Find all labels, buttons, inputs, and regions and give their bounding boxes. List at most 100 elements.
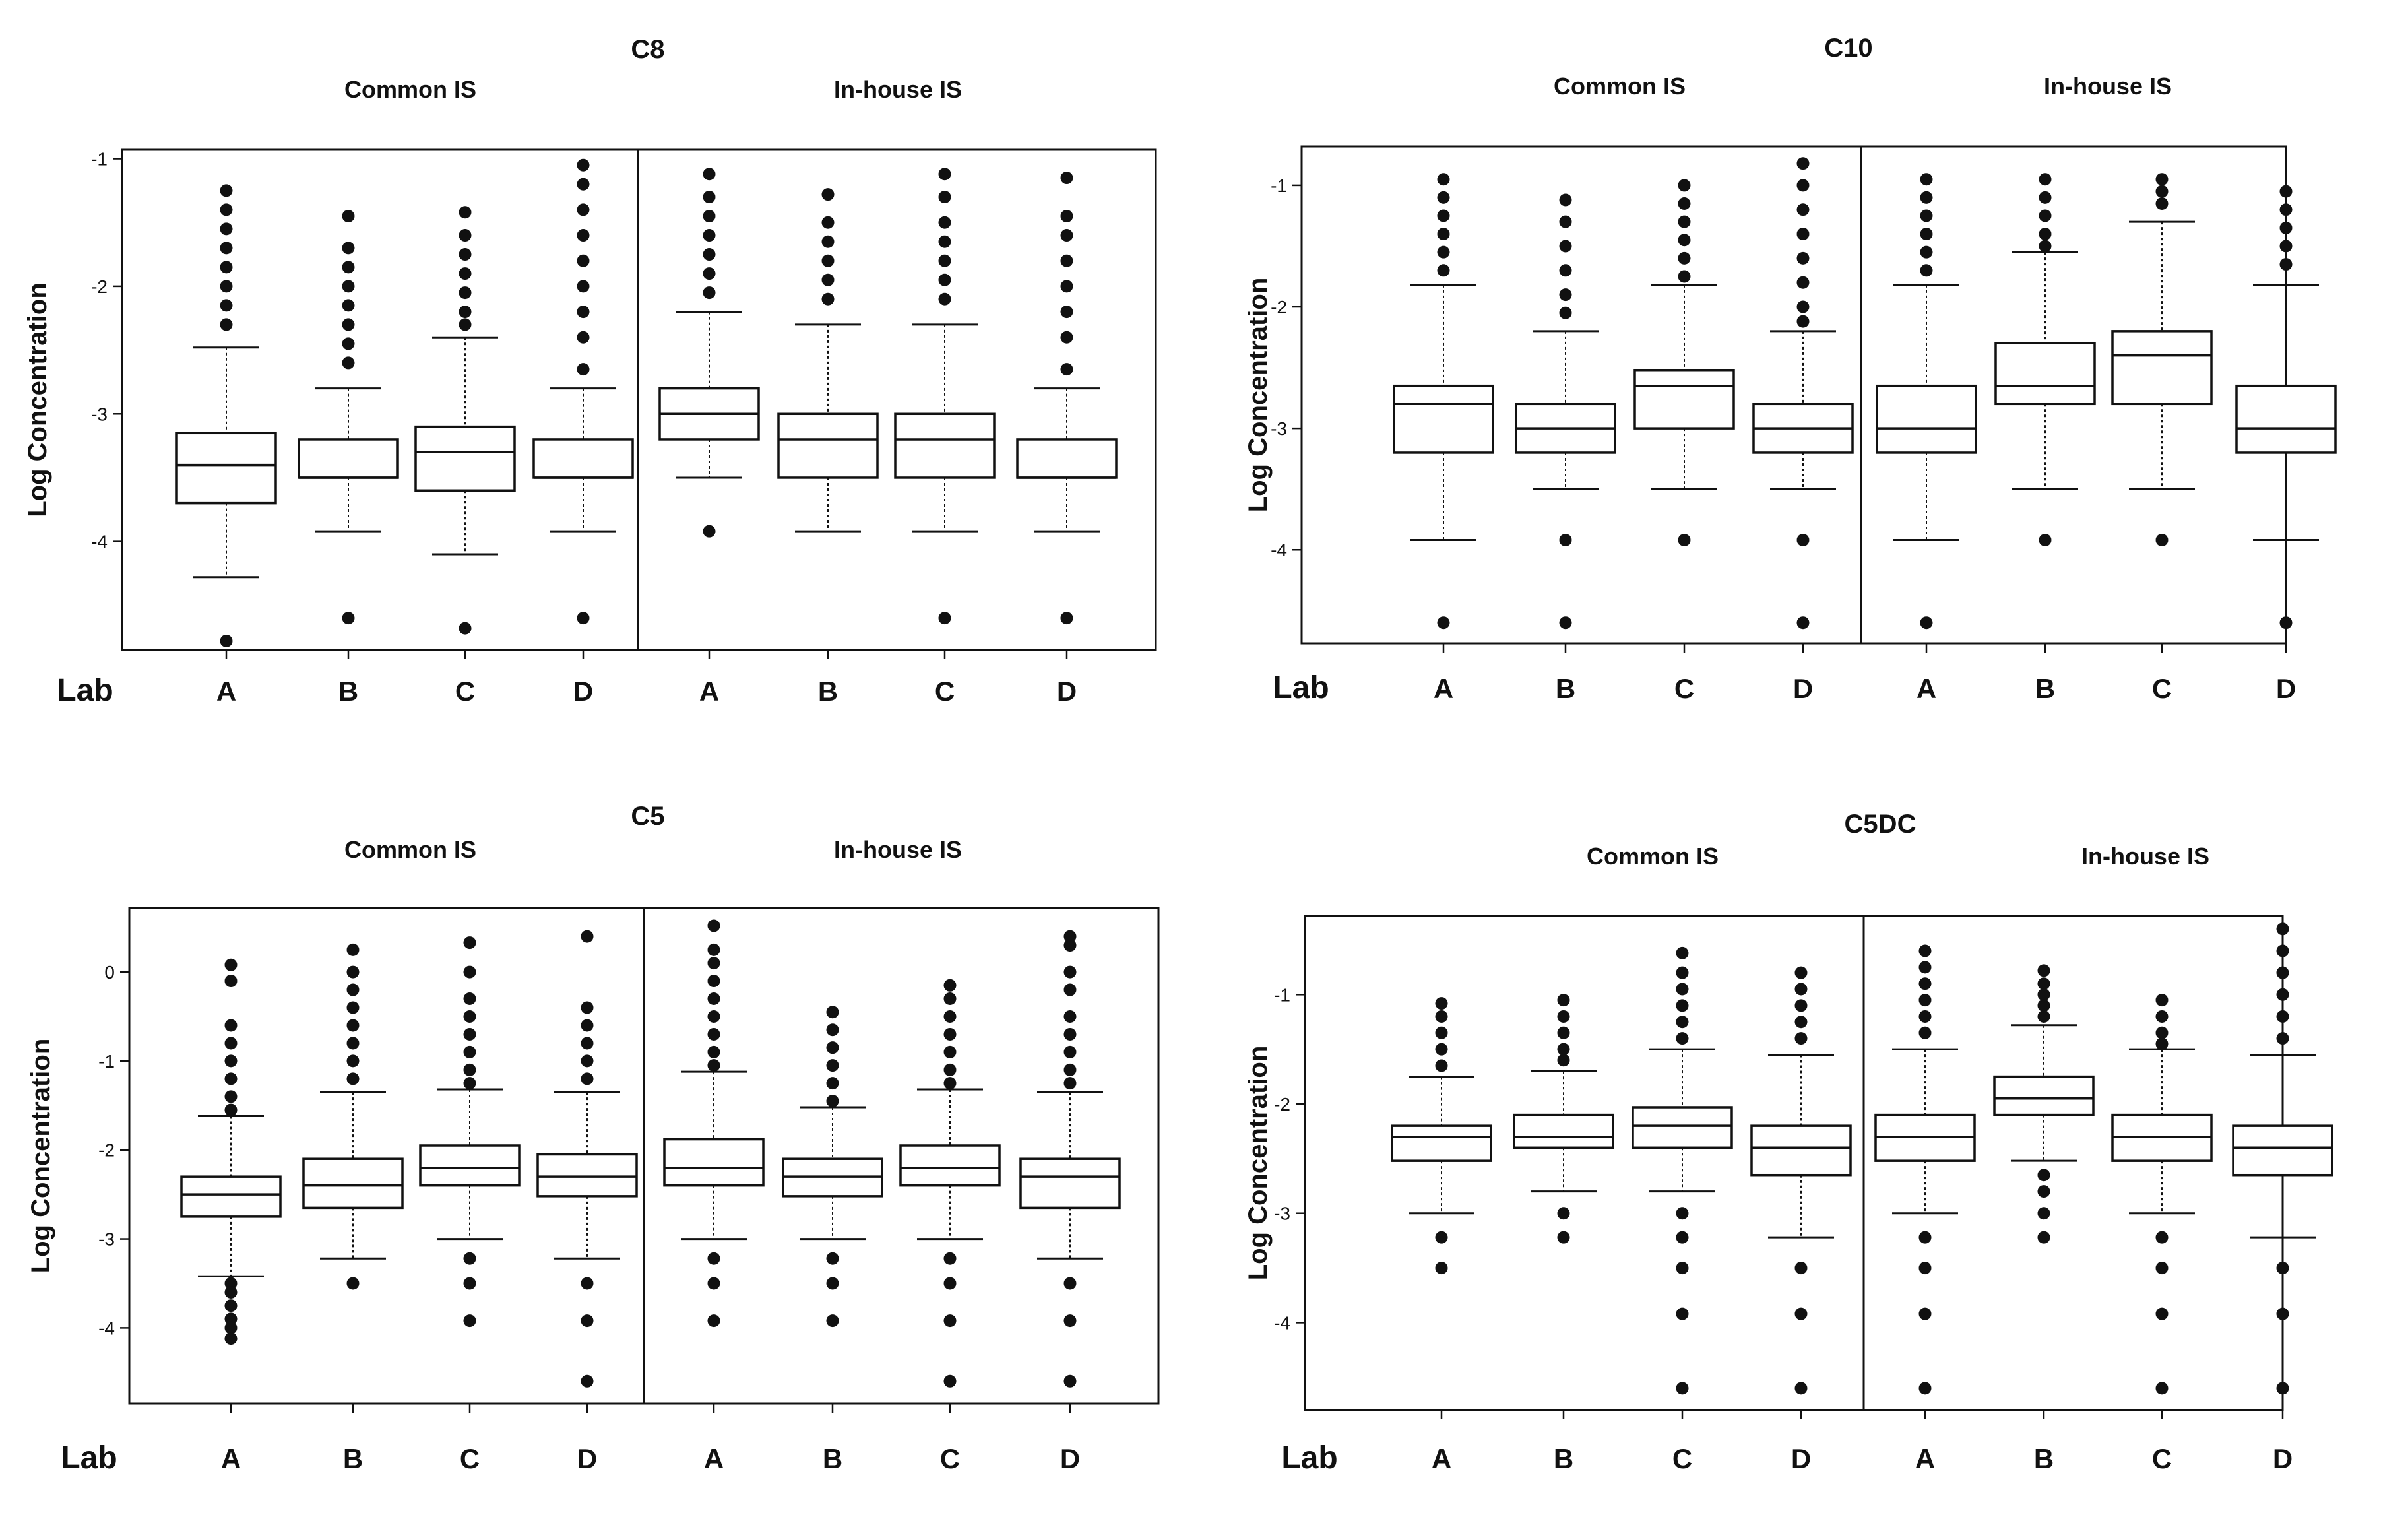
outlier-point bbox=[224, 1277, 238, 1290]
outlier-point bbox=[707, 1314, 720, 1328]
outlier-point bbox=[707, 1045, 720, 1058]
outlier-point bbox=[1437, 264, 1450, 277]
box-iqr bbox=[419, 1144, 521, 1187]
outlier-point bbox=[2279, 240, 2293, 253]
outlier-point bbox=[224, 1103, 238, 1116]
outlier-point bbox=[2155, 1307, 2169, 1320]
outlier-point bbox=[2039, 191, 2052, 204]
outlier-point bbox=[1435, 1010, 1448, 1023]
box-iqr bbox=[298, 438, 399, 479]
outlier-point bbox=[1557, 1026, 1570, 1039]
outlier-point bbox=[224, 1090, 238, 1103]
y-axis-label: Log Concentration bbox=[1244, 1046, 1273, 1281]
y-tick-label: -4 bbox=[98, 1318, 115, 1338]
panel-title: C5 bbox=[631, 802, 664, 831]
outlier-point bbox=[581, 1019, 594, 1032]
outlier-point bbox=[220, 184, 233, 197]
box-iqr bbox=[1513, 1113, 1614, 1149]
outlier-point bbox=[943, 1374, 957, 1388]
outlier-point bbox=[1557, 1043, 1570, 1056]
outlier-point bbox=[1796, 203, 1810, 216]
outlier-point bbox=[581, 1314, 594, 1328]
outlier-point bbox=[943, 979, 957, 992]
outlier-point bbox=[224, 1332, 238, 1345]
outlier-point bbox=[1918, 1231, 1932, 1244]
outlier-point bbox=[1796, 276, 1810, 289]
y-tick-label: -1 bbox=[98, 1051, 115, 1072]
box-iqr bbox=[175, 432, 277, 505]
outlier-point bbox=[938, 273, 951, 286]
outlier-point bbox=[577, 306, 590, 319]
outlier-point bbox=[1676, 946, 1689, 959]
box-in-house-isb bbox=[1994, 173, 2096, 547]
outlier-point bbox=[1676, 1262, 1689, 1275]
y-axis-label: Log Concentration bbox=[26, 1039, 55, 1274]
category-label: A bbox=[221, 1443, 241, 1474]
outlier-point bbox=[938, 168, 951, 181]
outlier-point bbox=[224, 1285, 238, 1299]
outlier-point bbox=[342, 318, 355, 331]
outlier-point bbox=[1063, 1063, 1077, 1076]
outlier-point bbox=[2155, 185, 2169, 198]
outlier-point bbox=[2037, 1169, 2050, 1182]
box-common-isb bbox=[1513, 994, 1614, 1244]
outlier-point bbox=[463, 936, 476, 950]
outlier-point bbox=[2279, 185, 2293, 198]
outlier-point bbox=[1796, 315, 1810, 328]
group-label-inhouse: In-house IS bbox=[834, 836, 962, 863]
category-label: B bbox=[343, 1443, 363, 1474]
y-tick-label: -4 bbox=[1274, 1312, 1290, 1333]
outlier-point bbox=[1676, 983, 1689, 996]
outlier-point bbox=[1920, 209, 1933, 222]
outlier-point bbox=[342, 299, 355, 312]
box-iqr bbox=[2111, 330, 2213, 406]
outlier-point bbox=[2037, 1207, 2050, 1220]
outlier-point bbox=[1796, 300, 1810, 313]
outlier-point bbox=[707, 1010, 720, 1023]
outlier-point bbox=[342, 356, 355, 370]
box-common-isc bbox=[414, 206, 516, 635]
box-iqr bbox=[777, 412, 879, 479]
outlier-point bbox=[220, 280, 233, 293]
category-label: C bbox=[940, 1443, 960, 1474]
outlier-point bbox=[1794, 1016, 1808, 1029]
box-iqr bbox=[1876, 384, 1977, 454]
outlier-point bbox=[2039, 240, 2052, 253]
y-tick-label: -4 bbox=[1271, 540, 1287, 560]
outlier-point bbox=[1678, 270, 1691, 283]
outlier-point bbox=[1678, 534, 1691, 547]
y-tick-label: -4 bbox=[91, 532, 108, 552]
outlier-point bbox=[707, 1277, 720, 1290]
outlier-point bbox=[707, 1252, 720, 1265]
outlier-point bbox=[2155, 197, 2169, 210]
category-label: D bbox=[573, 676, 593, 707]
outlier-point bbox=[821, 254, 835, 267]
box-in-house-isc bbox=[2111, 173, 2213, 547]
box-iqr bbox=[1994, 342, 2096, 406]
outlier-point bbox=[943, 1077, 957, 1090]
outlier-point bbox=[1920, 264, 1933, 277]
outlier-point bbox=[220, 318, 233, 331]
outlier-point bbox=[577, 203, 590, 216]
box-common-isb bbox=[302, 943, 404, 1290]
outlier-point bbox=[1920, 616, 1933, 630]
outlier-point bbox=[2276, 1382, 2289, 1395]
category-label: C bbox=[1674, 673, 1694, 704]
category-label: B bbox=[823, 1443, 842, 1474]
outlier-point bbox=[2037, 1185, 2050, 1198]
outlier-point bbox=[2155, 1010, 2169, 1023]
box-in-house-isc bbox=[894, 168, 996, 625]
outlier-point bbox=[943, 1010, 957, 1023]
outlier-point bbox=[1794, 1307, 1808, 1320]
outlier-point bbox=[821, 216, 835, 229]
outlier-point bbox=[826, 1023, 839, 1037]
outlier-point bbox=[459, 229, 472, 242]
outlier-point bbox=[1676, 1016, 1689, 1029]
outlier-point bbox=[1678, 234, 1691, 247]
category-label: D bbox=[1793, 673, 1813, 704]
outlier-point bbox=[2155, 994, 2169, 1007]
outlier-point bbox=[2037, 1010, 2050, 1023]
panel-title: C10 bbox=[1824, 34, 1872, 63]
outlier-point bbox=[1676, 1032, 1689, 1045]
category-label: B bbox=[2034, 1443, 2054, 1474]
